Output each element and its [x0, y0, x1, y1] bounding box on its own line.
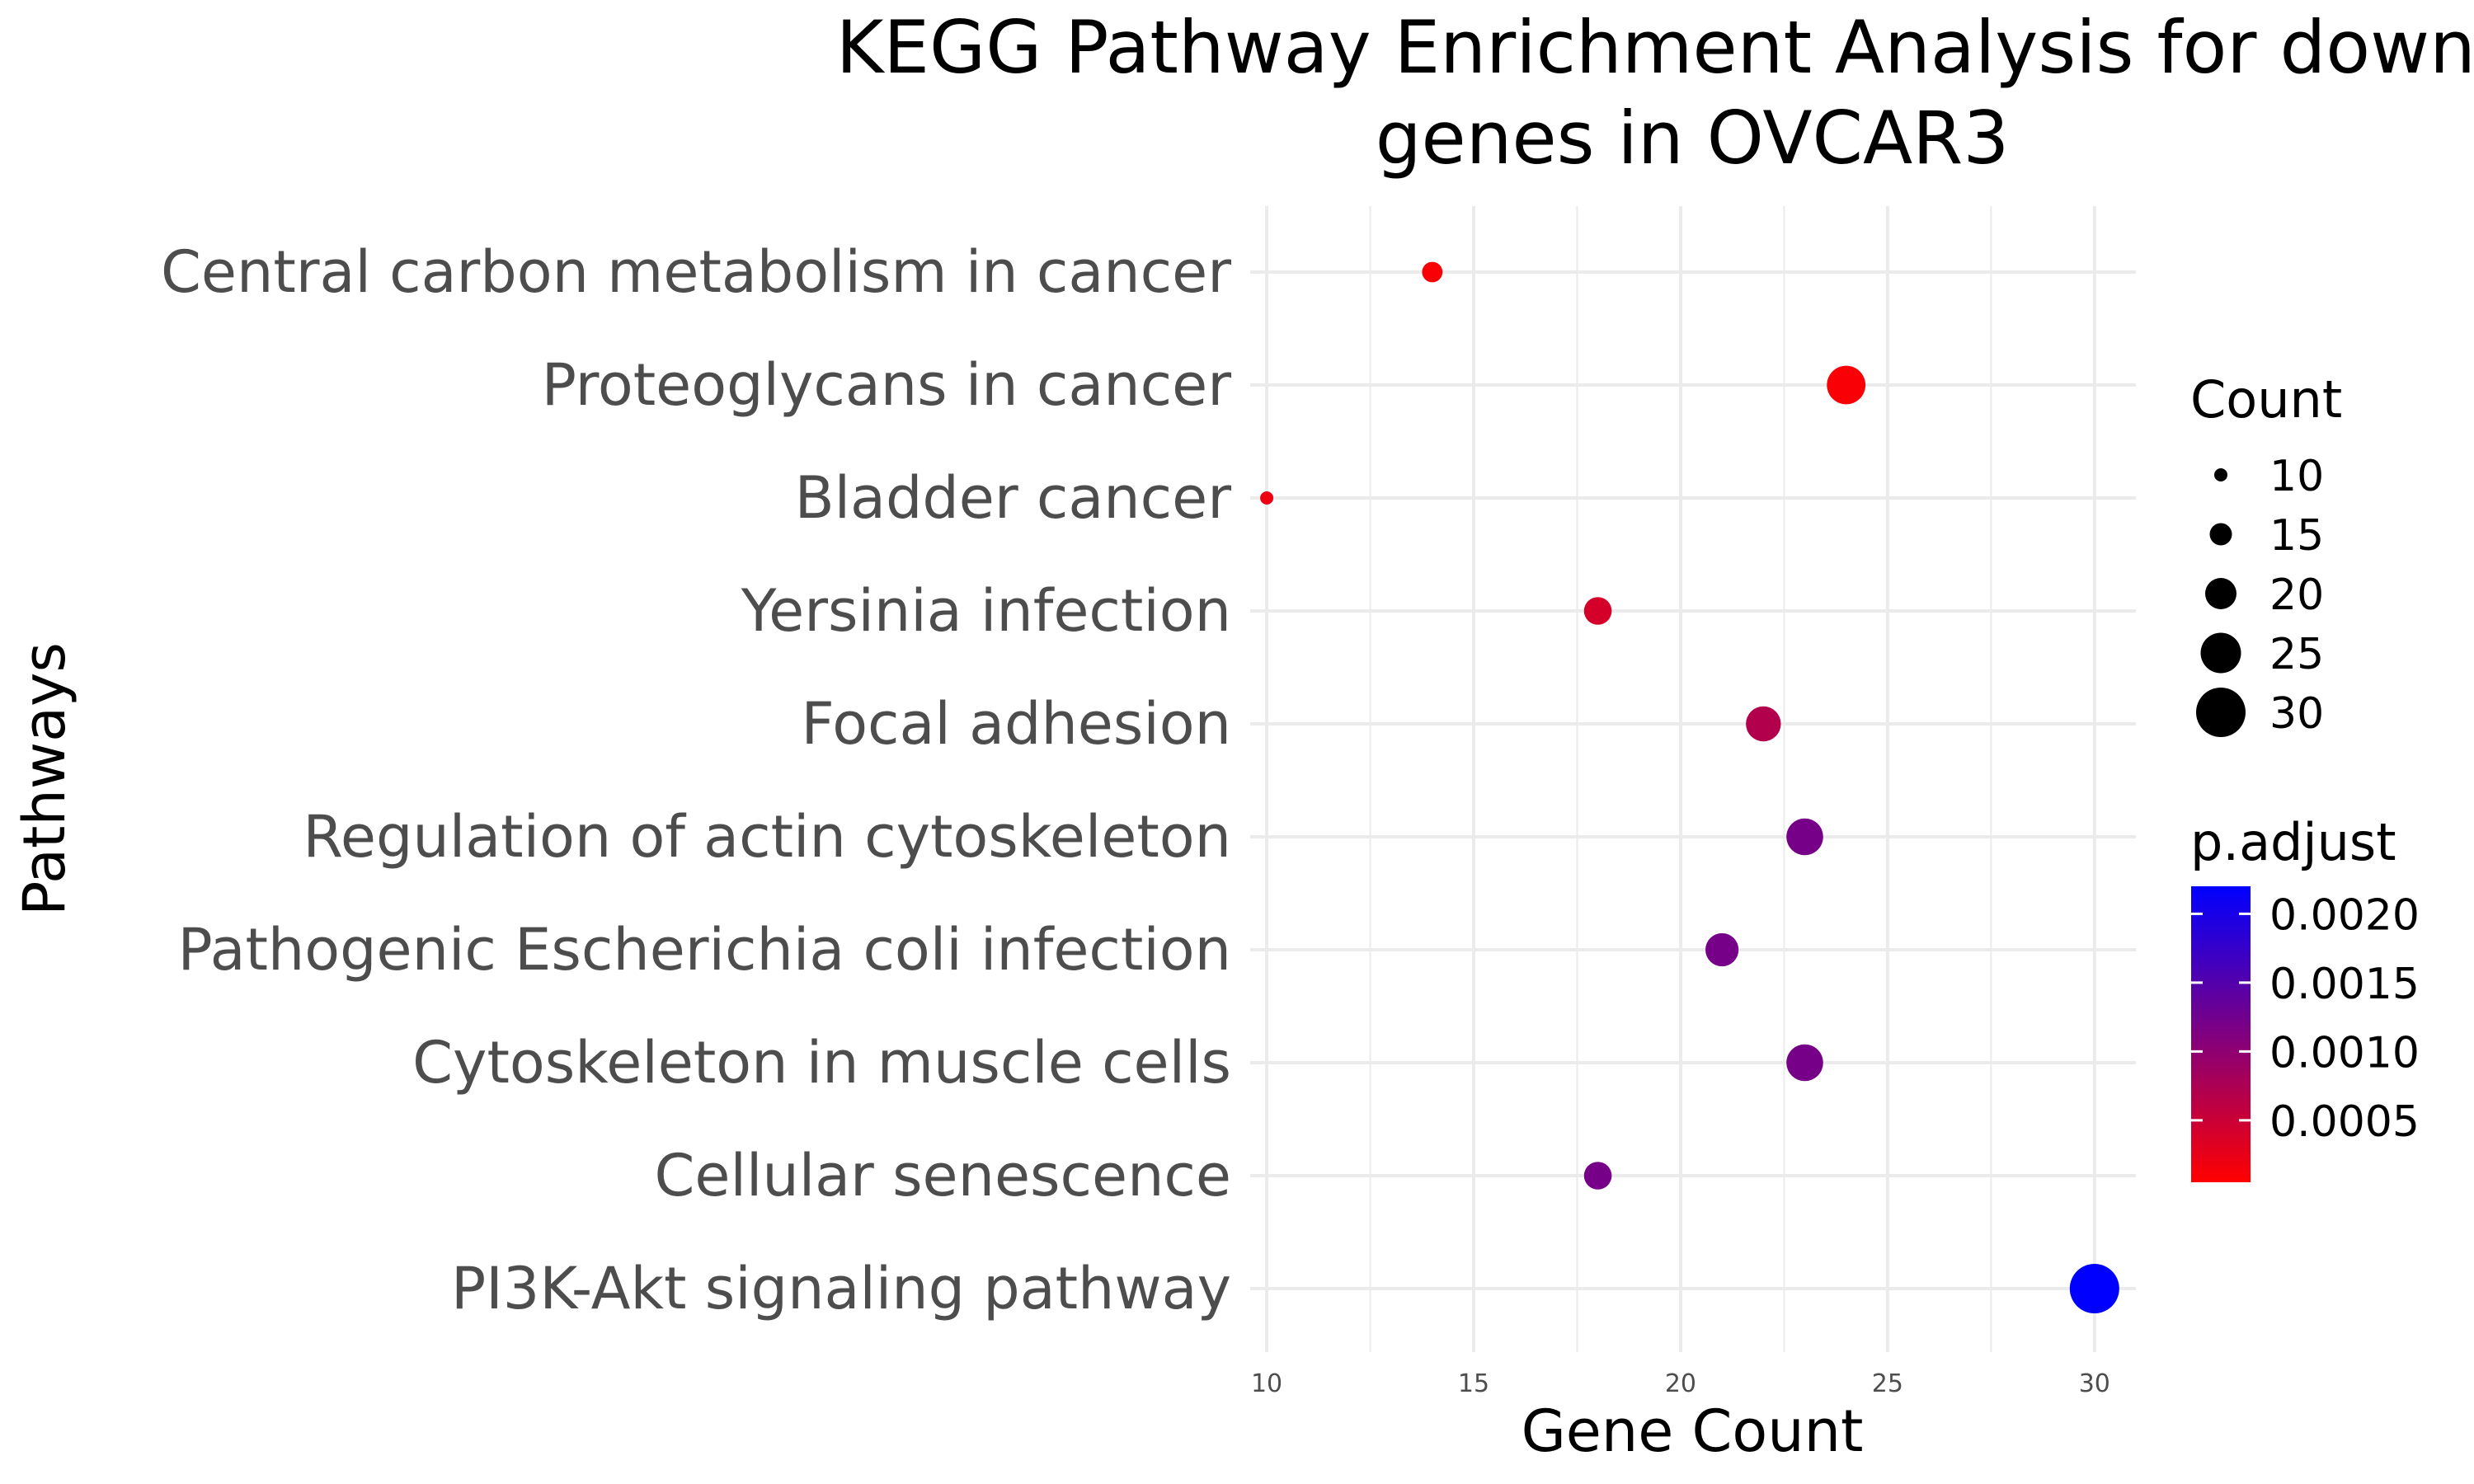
x-tick-label: 30 [2079, 1369, 2110, 1398]
data-point [1583, 597, 1612, 625]
y-tick-label: Focal adhesion [801, 690, 1231, 758]
y-tick-label: Yersinia infection [741, 577, 1231, 645]
size-legend-dot [2196, 688, 2246, 737]
color-legend-colorbar [2191, 886, 2251, 1182]
size-legend-title: Count [2190, 369, 2342, 430]
data-point [1786, 1044, 1823, 1082]
size-legend-label: 10 [2269, 452, 2324, 501]
data-point [1422, 261, 1443, 283]
y-tick-label: Regulation of actin cytoskeleton [303, 803, 1231, 871]
data-point [1746, 706, 1781, 742]
color-legend-label: 0.0005 [2269, 1097, 2420, 1147]
color-legend: p.adjust 0.0005 0.0010 0.0015 0.0020 [2190, 812, 2420, 1182]
y-tick-label: Bladder cancer [795, 464, 1232, 532]
color-legend-label: 0.0015 [2269, 960, 2420, 1009]
color-legend-ticks: 0.0005 0.0010 0.0015 0.0020 [2191, 890, 2420, 1147]
color-legend-label: 0.0010 [2269, 1028, 2420, 1078]
x-tick-label: 25 [1872, 1369, 1903, 1398]
size-legend-items: 10 15 20 25 30 [2196, 452, 2324, 739]
color-legend-title: p.adjust [2190, 812, 2396, 872]
y-tick-label: Proteoglycans in cancer [542, 351, 1232, 419]
size-legend-label: 15 [2269, 511, 2324, 561]
data-point [1583, 1162, 1612, 1190]
x-axis-label: Gene Count [1522, 1397, 1864, 1465]
y-tick-labels: Central carbon metabolism in cancer Prote… [161, 238, 1231, 1322]
size-legend-label: 25 [2269, 630, 2324, 679]
color-legend-label: 0.0020 [2269, 890, 2420, 940]
y-tick-label: Cellular senescence [655, 1142, 1232, 1209]
x-tick-label: 10 [1251, 1369, 1282, 1398]
y-tick-label: PI3K-Akt signaling pathway [451, 1255, 1231, 1322]
data-point [1827, 365, 1866, 405]
size-legend: Count 10 15 20 25 30 [2190, 369, 2342, 739]
x-tick-labels: 10 15 20 25 30 [1251, 1369, 2110, 1398]
grid [1250, 206, 2136, 1352]
size-legend-dot [2200, 632, 2241, 674]
x-tick-label: 15 [1458, 1369, 1489, 1398]
data-point [2069, 1264, 2119, 1313]
data-point [1786, 818, 1823, 856]
y-tick-label: Cytoskeleton in muscle cells [412, 1029, 1231, 1097]
size-legend-label: 20 [2269, 571, 2324, 620]
size-legend-dot [2205, 578, 2236, 609]
chart-title-line1: KEGG Pathway Enrichment Analysis for dow… [836, 5, 2474, 90]
data-point [1260, 491, 1274, 505]
size-legend-dot [2209, 523, 2232, 546]
size-legend-dot [2214, 468, 2227, 481]
data-point [1705, 932, 1739, 967]
y-tick-label: Pathogenic Escherichia coli infection [178, 916, 1232, 984]
size-legend-label: 30 [2269, 689, 2324, 739]
y-axis-label: Pathways [11, 642, 78, 916]
data-points [1260, 261, 2119, 1313]
x-tick-label: 20 [1665, 1369, 1696, 1398]
chart-title-line2: genes in OVCAR3 [1376, 96, 2010, 181]
y-tick-label: Central carbon metabolism in cancer [161, 238, 1231, 306]
